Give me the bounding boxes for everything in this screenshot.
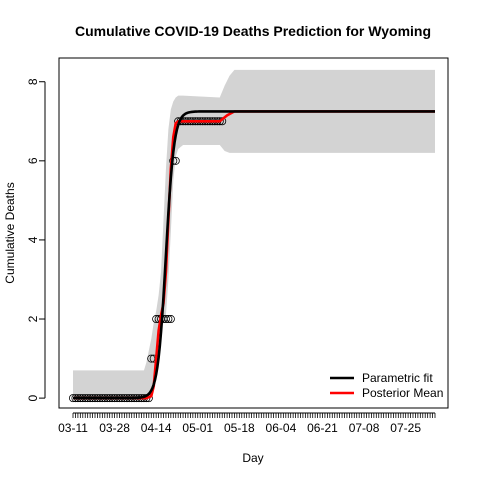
y-axis: 0 2 4 6 8 bbox=[26, 78, 46, 401]
x-tick-label: 04-14 bbox=[141, 421, 172, 435]
x-axis: 03-11 03-28 04-14 05-01 05-18 06-04 06-21 07-08… bbox=[58, 412, 436, 435]
x-axis-label: Day bbox=[242, 451, 263, 465]
posterior-mean-line bbox=[73, 110, 435, 400]
x-tick-label: 06-21 bbox=[307, 421, 338, 435]
x-tick-label: 06-04 bbox=[266, 421, 297, 435]
plot-area bbox=[69, 69, 436, 403]
y-tick-label: 2 bbox=[26, 315, 40, 322]
x-tick-label: 07-25 bbox=[390, 421, 421, 435]
observed-point bbox=[164, 315, 173, 324]
x-tick-label: 07-08 bbox=[349, 421, 380, 435]
y-tick-label: 0 bbox=[26, 394, 40, 401]
observed-points-layer bbox=[69, 117, 227, 403]
y-tick-label: 6 bbox=[26, 157, 40, 164]
y-axis-label: Cumulative Deaths bbox=[3, 182, 17, 283]
y-tick-label: 4 bbox=[26, 236, 40, 243]
x-tick-label: 03-11 bbox=[58, 421, 88, 435]
plot-frame bbox=[58, 57, 449, 409]
fit-lines-layer bbox=[72, 110, 436, 400]
parametric-fit-line bbox=[72, 110, 436, 400]
y-tick-label: 8 bbox=[26, 78, 40, 85]
credible-band bbox=[73, 69, 435, 399]
x-tick-label: 05-18 bbox=[224, 421, 255, 435]
credible-band-layer bbox=[73, 69, 435, 399]
legend-label-posterior-mean: Posterior Mean bbox=[362, 386, 443, 400]
observed-point bbox=[166, 315, 175, 324]
chart-title: Cumulative COVID-19 Deaths Prediction fo… bbox=[75, 23, 431, 39]
legend-label-parametric-fit: Parametric fit bbox=[362, 371, 433, 385]
x-tick-label: 03-28 bbox=[99, 421, 130, 435]
x-tick-label: 05-01 bbox=[182, 421, 213, 435]
